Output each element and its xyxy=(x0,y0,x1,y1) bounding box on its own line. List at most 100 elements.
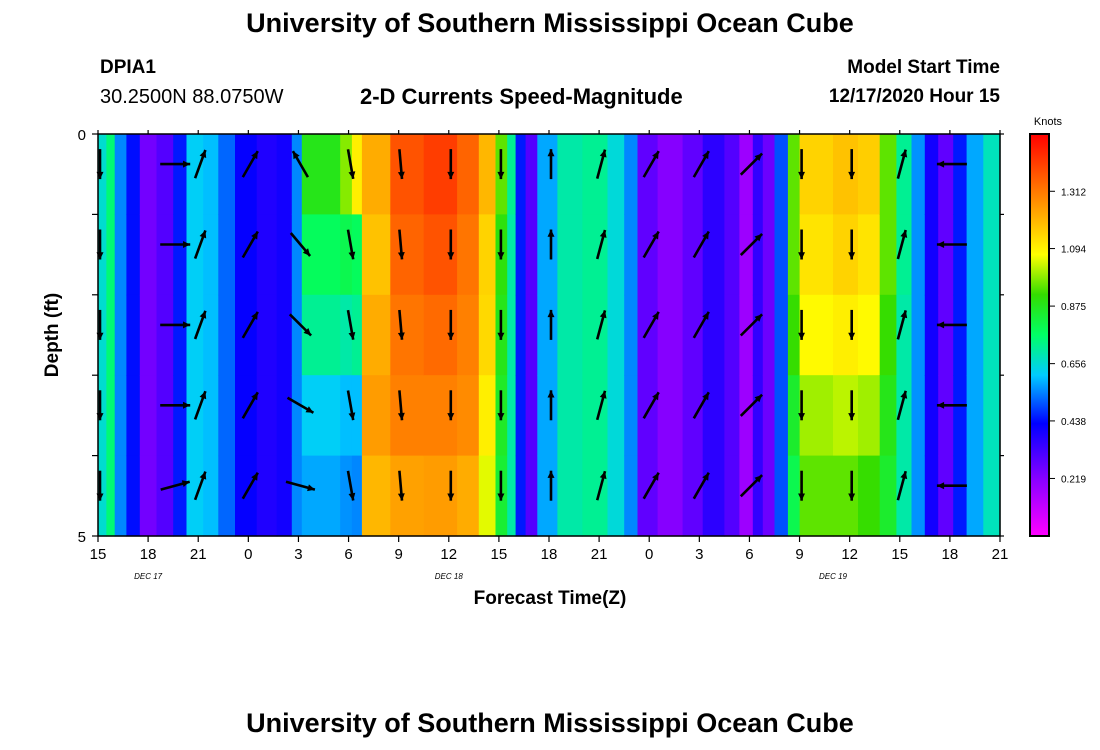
heatmap-cell xyxy=(983,294,1001,376)
heatmap-cell xyxy=(478,375,497,457)
heatmap-cell xyxy=(478,134,497,215)
heatmap-cell xyxy=(156,134,174,215)
heatmap-cell xyxy=(114,455,127,537)
heatmap-cell xyxy=(702,294,725,376)
current-vector xyxy=(547,470,555,501)
heatmap-cell xyxy=(507,375,517,457)
heatmap-cell xyxy=(235,294,258,376)
current-vector xyxy=(397,309,405,340)
current-vector xyxy=(848,390,856,421)
heatmap-cell xyxy=(390,375,425,457)
heatmap-cell xyxy=(390,214,425,296)
heatmap-cell xyxy=(774,134,789,215)
current-vector xyxy=(160,321,191,329)
x-tick-label: 15 xyxy=(891,546,908,563)
current-vector xyxy=(642,472,660,500)
heatmap-cell xyxy=(983,375,1001,457)
heatmap-cell xyxy=(983,214,1001,296)
current-vector xyxy=(642,230,660,259)
heatmap-cell xyxy=(126,214,141,296)
heatmap-cell xyxy=(582,214,609,296)
heatmap-cell xyxy=(351,214,363,296)
y-tick-label: 0 xyxy=(78,127,86,144)
heatmap-cell xyxy=(525,214,538,296)
heatmap-cell xyxy=(478,455,497,537)
current-vector xyxy=(595,390,607,421)
heatmap-cell xyxy=(457,214,480,296)
heatmap-cell xyxy=(624,294,639,376)
heatmap-cell xyxy=(276,375,293,457)
current-vector xyxy=(497,149,505,180)
current-vector xyxy=(288,313,313,337)
heatmap-cell xyxy=(218,294,236,376)
heatmap-cell xyxy=(682,294,704,376)
current-vector xyxy=(936,401,967,409)
heatmap-cell xyxy=(218,455,236,537)
heatmap-cell xyxy=(351,455,363,537)
x-tick-label: 6 xyxy=(344,546,352,563)
heatmap-cell xyxy=(457,294,480,376)
chart-subtitle: 2-D Currents Speed-Magnitude xyxy=(360,84,683,109)
heatmap-cell xyxy=(607,294,625,376)
heatmap-cell xyxy=(953,375,968,457)
heatmap-cell xyxy=(938,214,954,296)
heatmap-cell xyxy=(762,134,776,215)
heatmap-cell xyxy=(657,375,684,457)
heatmap-cell xyxy=(682,134,704,215)
heatmap-cell xyxy=(98,294,107,376)
heatmap-cell xyxy=(457,134,480,215)
heatmap-cell xyxy=(637,134,659,215)
x-tick-label: 12 xyxy=(841,546,858,563)
heatmap-cell xyxy=(787,214,801,296)
x-tick-label: 3 xyxy=(294,546,302,563)
heatmap-cell xyxy=(106,294,116,376)
heatmap-cell xyxy=(582,134,609,215)
heatmap-cell xyxy=(607,214,625,296)
current-vector xyxy=(936,482,967,490)
heatmap-cell xyxy=(537,294,558,376)
heatmap-cell xyxy=(276,455,293,537)
heatmap-cell xyxy=(582,375,609,457)
heatmap-cell xyxy=(762,214,776,296)
heatmap-cell xyxy=(966,134,984,215)
current-vector xyxy=(447,390,455,421)
heatmap-cell xyxy=(879,214,897,296)
heatmap-cell xyxy=(457,455,480,537)
heatmap-cell xyxy=(911,214,926,296)
heatmap-cell xyxy=(515,294,527,376)
colorbar-tick-label: 0.219 xyxy=(1061,474,1086,485)
heatmap-cell xyxy=(582,455,609,537)
heatmap-cell xyxy=(507,134,517,215)
heatmap-cell xyxy=(478,214,497,296)
heatmap-cell xyxy=(833,134,859,215)
colorbar-tick-label: 1.312 xyxy=(1061,187,1086,198)
x-tick-label: 3 xyxy=(695,546,703,563)
model-start-value: 12/17/2020 Hour 15 xyxy=(828,86,1000,107)
current-vector xyxy=(160,401,191,409)
heatmap-cell xyxy=(515,375,527,457)
heatmap-cell xyxy=(774,375,789,457)
heatmap-cell xyxy=(924,375,939,457)
current-vector xyxy=(447,229,455,260)
heatmap-cell xyxy=(291,134,303,215)
heatmap-cell xyxy=(301,375,341,457)
heatmap-cell xyxy=(966,375,984,457)
heatmap-cell xyxy=(953,455,968,537)
heatmap-cell xyxy=(762,294,776,376)
heatmap-cell xyxy=(983,455,1001,537)
heatmap-cell xyxy=(953,214,968,296)
heatmap-cell xyxy=(515,214,527,296)
heatmap-cell xyxy=(235,375,258,457)
current-vector xyxy=(595,310,607,340)
x-tick-label: 9 xyxy=(394,546,402,563)
heatmap-cell xyxy=(953,134,968,215)
heatmap-cell xyxy=(607,375,625,457)
current-vector xyxy=(692,230,710,259)
heatmap-cell xyxy=(235,214,258,296)
current-vector xyxy=(848,229,856,260)
current-vector xyxy=(547,149,555,180)
heatmap-cell xyxy=(218,375,236,457)
heatmap-cell xyxy=(126,455,141,537)
heatmap-cell xyxy=(657,455,684,537)
heatmap-cell xyxy=(173,375,188,457)
